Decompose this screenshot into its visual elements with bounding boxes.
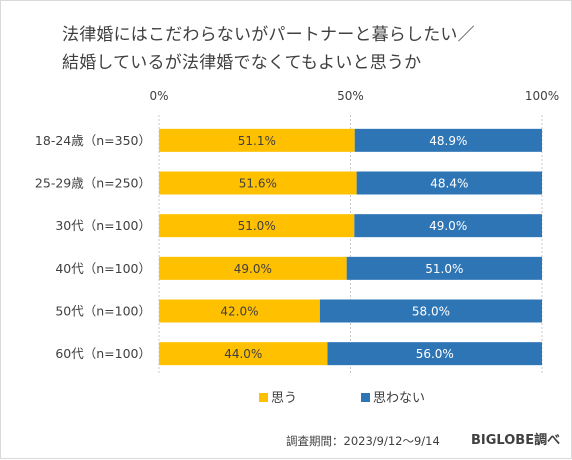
legend-swatch-disagree [361,393,370,402]
data-label: 51.1% [238,134,276,148]
bar-segment-disagree [346,256,542,280]
category-label: 50代（n=100） [55,304,151,319]
survey-period-note: 調査期間：2023/9/12〜9/14 [286,434,440,448]
data-label: 51.0% [425,262,463,276]
data-label: 56.0% [416,347,454,361]
category-label: 60代（n=100） [55,346,151,361]
legend-swatch-agree [259,393,268,402]
chart-title-line-2: 結婚しているが法律婚でなくてもよいと思うか [62,53,422,73]
data-label: 51.0% [238,219,276,233]
legend-label: 思わない [373,391,425,406]
data-label: 51.6% [239,177,277,191]
data-label: 42.0% [220,305,258,319]
bar-segment-disagree [319,299,542,323]
x-tick-label: 100% [525,89,559,103]
bar-segment-disagree [327,342,542,366]
chart-title: 法律婚にはこだわらないがパートナーと暮らしたい／ 結婚しているが法律婚でなくても… [62,21,532,77]
bar-segment-agree [159,256,347,280]
source-credit: BIGLOBE調べ [471,433,561,448]
x-tick-label: 0% [149,89,168,103]
category-label: 18-24歳（n=350） [35,133,151,148]
bar-segment-agree [159,214,355,238]
data-label: 58.0% [412,305,450,319]
bar-segment-disagree [356,171,542,195]
bar-segment-disagree [354,214,542,238]
chart-title-line-1: 法律婚にはこだわらないがパートナーと暮らしたい／ [62,25,475,45]
data-label: 44.0% [224,347,262,361]
legend-label: 思う [271,391,297,406]
bar-segment-agree [159,171,357,195]
category-label: 30代（n=100） [55,218,151,233]
category-label: 40代（n=100） [55,261,151,276]
bar-segment-agree [159,342,328,366]
bar-segment-disagree [354,128,542,152]
data-label: 49.0% [234,262,272,276]
data-label: 48.4% [430,177,468,191]
data-label: 48.9% [429,134,467,148]
bar-segment-agree [159,299,320,323]
bar-segment-agree [159,128,355,152]
x-tick-label: 50% [337,89,364,103]
data-label: 49.0% [429,219,467,233]
category-label: 25-29歳（n=250） [35,176,151,191]
